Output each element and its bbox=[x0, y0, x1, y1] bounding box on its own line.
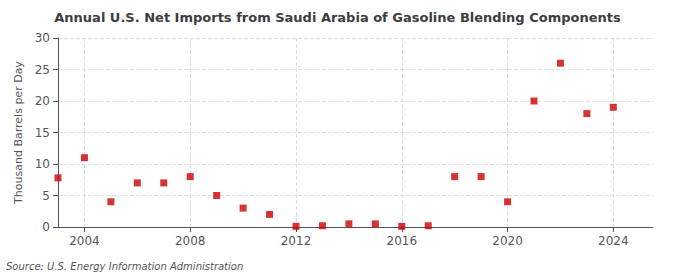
svg-text:20: 20 bbox=[35, 94, 50, 108]
svg-text:2024: 2024 bbox=[598, 234, 629, 248]
svg-text:2020: 2020 bbox=[492, 234, 523, 248]
svg-text:10: 10 bbox=[35, 157, 50, 171]
svg-text:Source: U.S. Energy Informatio: Source: U.S. Energy Information Administ… bbox=[6, 261, 243, 272]
svg-text:2008: 2008 bbox=[175, 234, 206, 248]
svg-text:Annual U.S. Net Imports from S: Annual U.S. Net Imports from Saudi Arabi… bbox=[54, 10, 621, 25]
svg-text:5: 5 bbox=[42, 189, 50, 203]
svg-text:0: 0 bbox=[42, 220, 50, 234]
svg-text:30: 30 bbox=[35, 31, 50, 45]
svg-text:2012: 2012 bbox=[281, 234, 312, 248]
svg-text:Thousand Barrels per Day: Thousand Barrels per Day bbox=[12, 61, 25, 205]
svg-text:15: 15 bbox=[35, 126, 50, 140]
svg-text:25: 25 bbox=[35, 63, 50, 77]
svg-text:2016: 2016 bbox=[387, 234, 418, 248]
svg-text:2004: 2004 bbox=[69, 234, 100, 248]
